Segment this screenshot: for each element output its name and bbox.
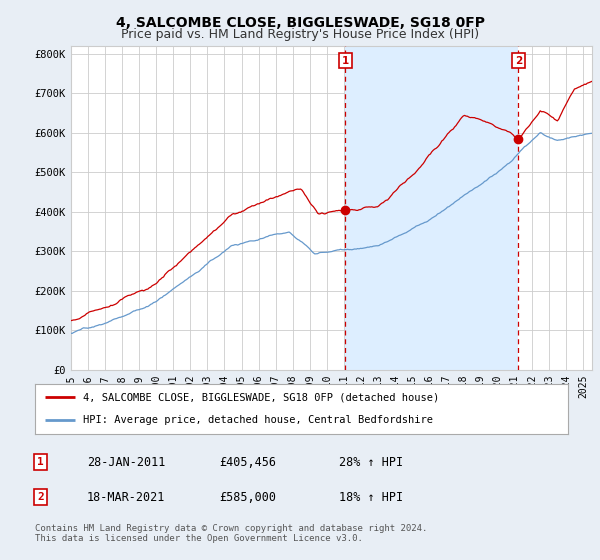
Text: Contains HM Land Registry data © Crown copyright and database right 2024.
This d: Contains HM Land Registry data © Crown c…: [35, 524, 427, 543]
Text: 1: 1: [37, 457, 44, 467]
Text: 28-JAN-2011: 28-JAN-2011: [87, 455, 166, 469]
Bar: [346, 46, 518, 370]
Text: 2: 2: [515, 55, 522, 66]
Text: 1: 1: [342, 55, 349, 66]
Text: Price paid vs. HM Land Registry's House Price Index (HPI): Price paid vs. HM Land Registry's House …: [121, 28, 479, 41]
Text: £405,456: £405,456: [219, 455, 276, 469]
Text: 28% ↑ HPI: 28% ↑ HPI: [339, 455, 403, 469]
Text: £585,000: £585,000: [219, 491, 276, 504]
Text: 4, SALCOMBE CLOSE, BIGGLESWADE, SG18 0FP: 4, SALCOMBE CLOSE, BIGGLESWADE, SG18 0FP: [115, 16, 485, 30]
Text: HPI: Average price, detached house, Central Bedfordshire: HPI: Average price, detached house, Cent…: [83, 416, 433, 426]
Text: 2: 2: [37, 492, 44, 502]
Text: 18% ↑ HPI: 18% ↑ HPI: [339, 491, 403, 504]
Text: 4, SALCOMBE CLOSE, BIGGLESWADE, SG18 0FP (detached house): 4, SALCOMBE CLOSE, BIGGLESWADE, SG18 0FP…: [83, 392, 439, 402]
Text: 18-MAR-2021: 18-MAR-2021: [87, 491, 166, 504]
